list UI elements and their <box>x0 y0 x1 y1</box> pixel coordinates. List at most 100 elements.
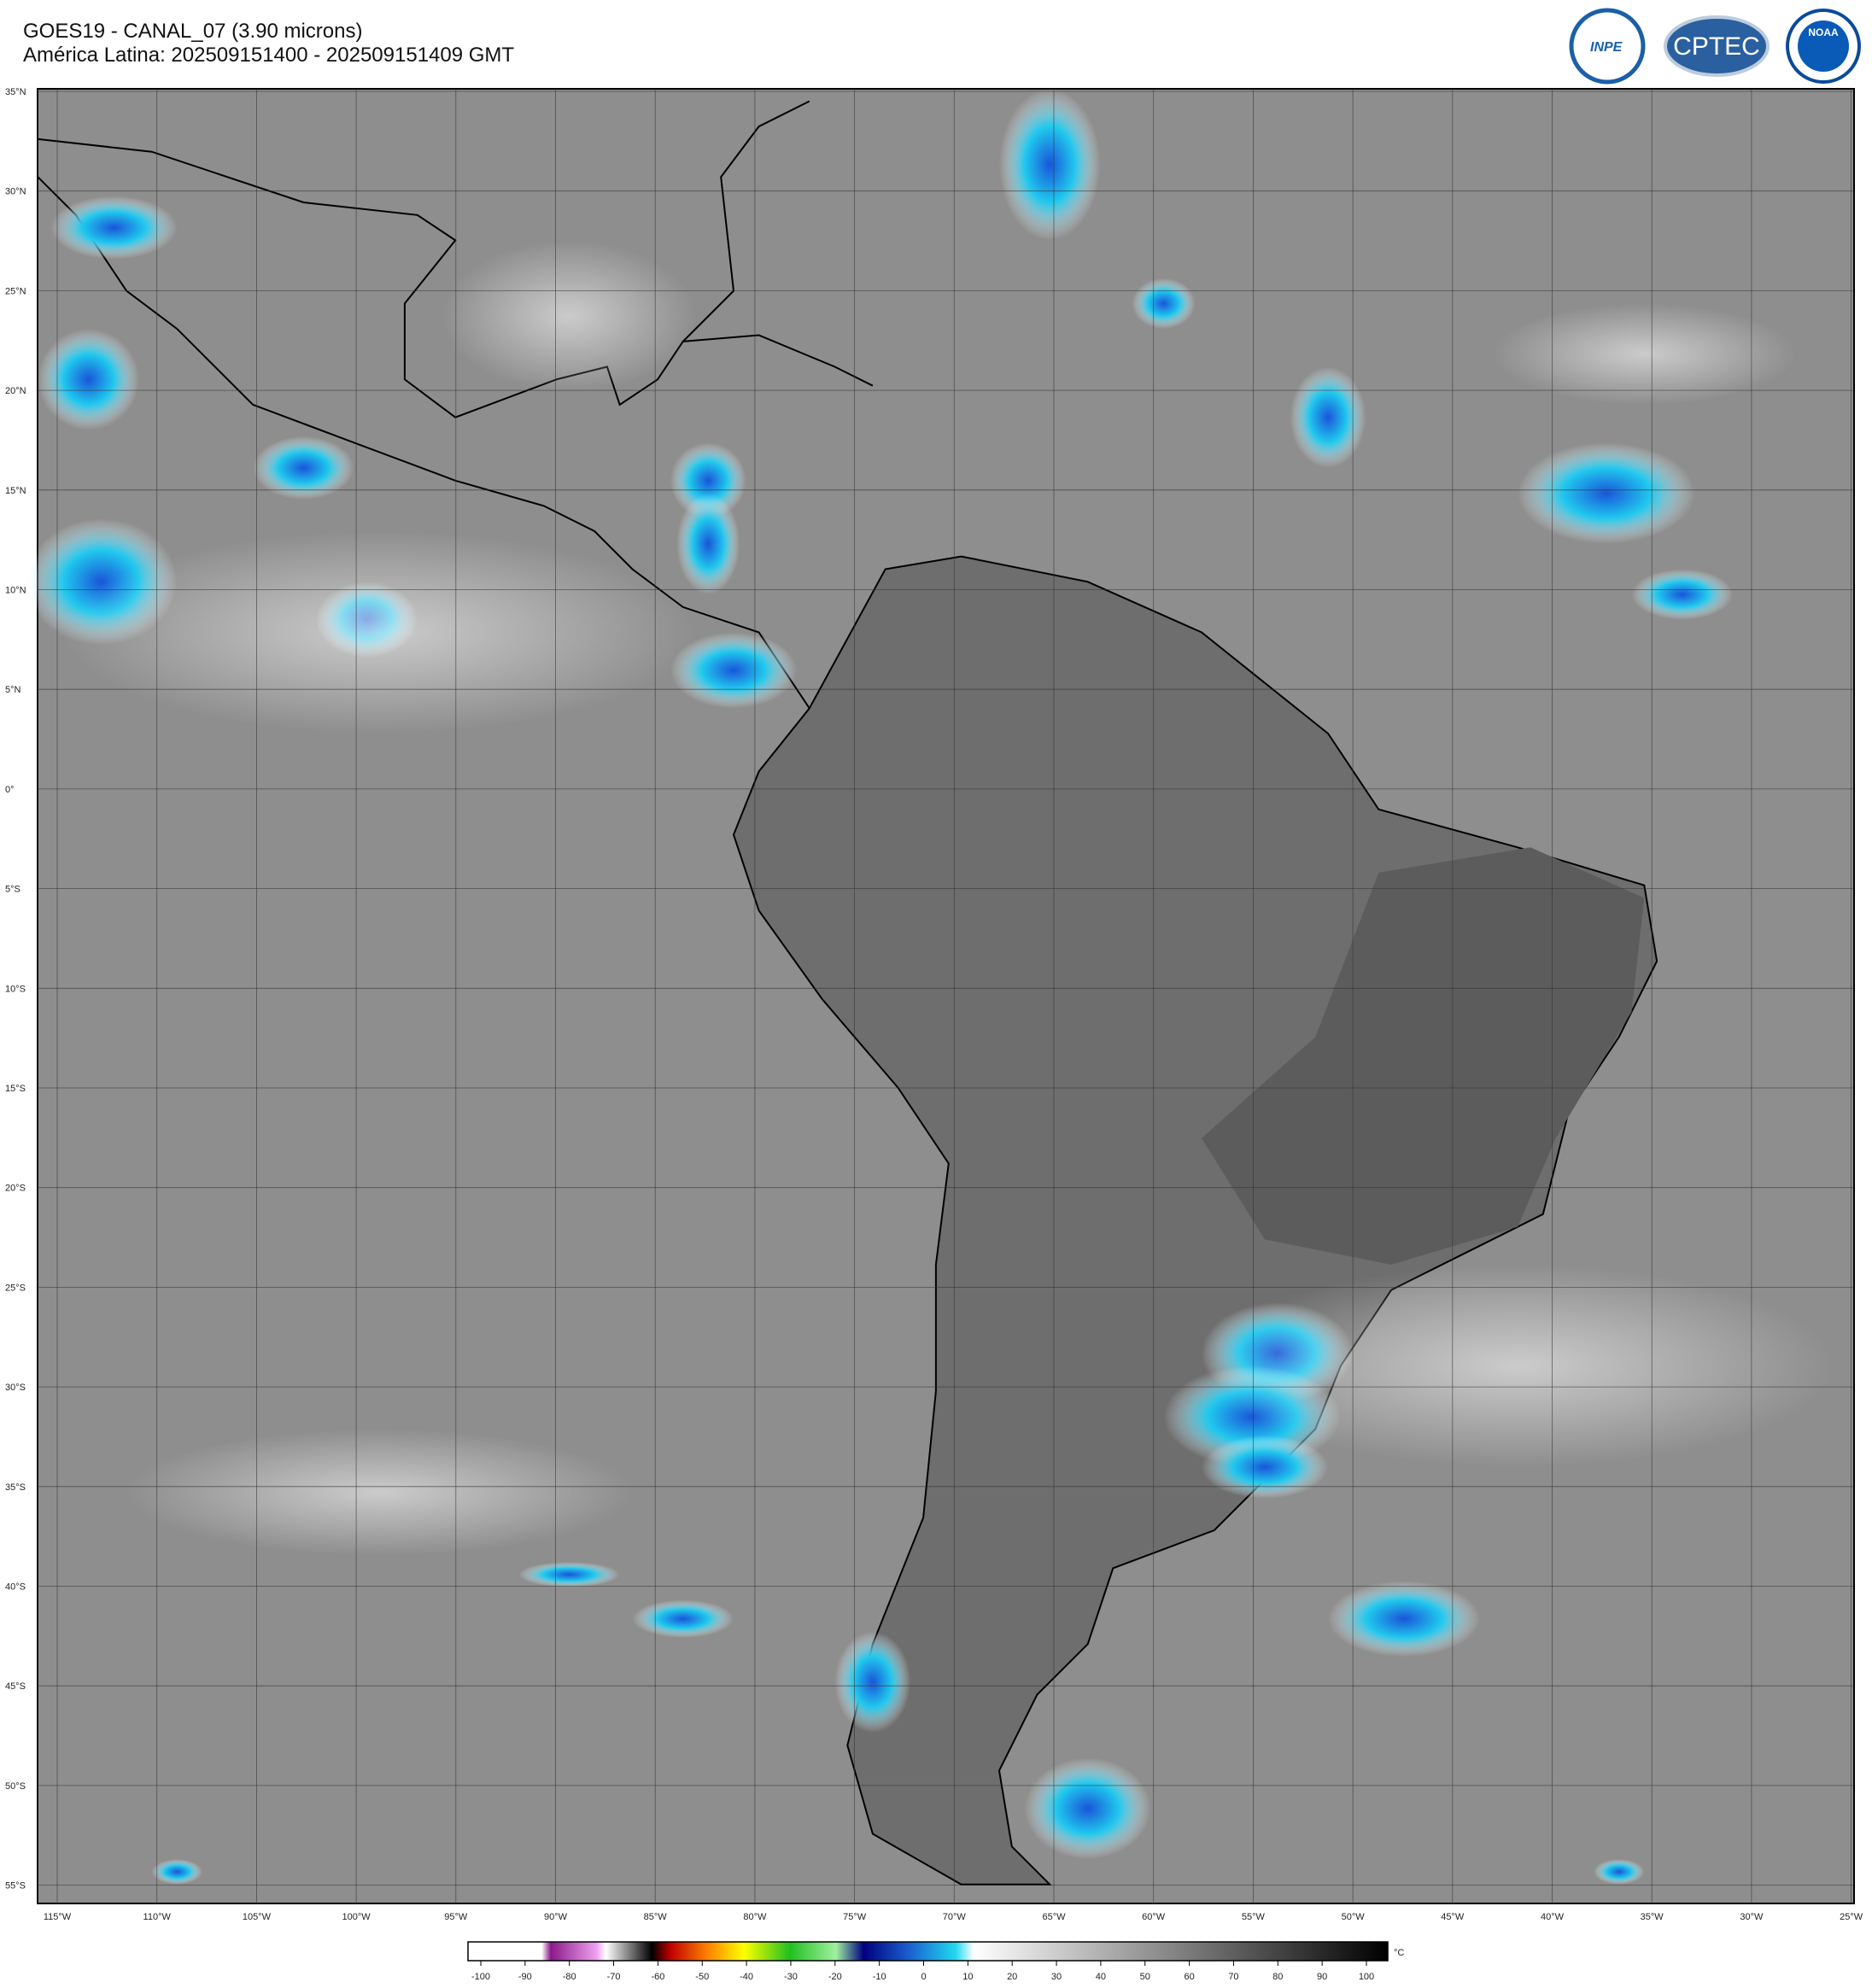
longitude-label: 40°W <box>1541 1912 1565 1922</box>
latitude-label: 10°S <box>5 984 26 994</box>
logo-text: CPTEC <box>1673 32 1760 61</box>
latitude-label: 40°S <box>5 1582 26 1593</box>
longitude-label: 95°W <box>444 1912 468 1922</box>
latitude-label: 35°S <box>5 1482 26 1493</box>
low-cloud <box>442 240 696 393</box>
longitude-label: 85°W <box>644 1912 668 1922</box>
latitude-label: 5°N <box>5 685 21 695</box>
colorbar-tick-label: 30 <box>1051 1972 1062 1982</box>
colorbar-tick-label: 20 <box>1007 1972 1017 1982</box>
colorbar-tick-label: 90 <box>1317 1972 1327 1982</box>
cloud-top <box>670 442 746 519</box>
longitude-label: 115°W <box>44 1912 72 1922</box>
colorbar-tick-label: -40 <box>740 1972 753 1982</box>
colorbar-tick-label: -10 <box>873 1972 886 1982</box>
cloud-top <box>1024 1757 1151 1860</box>
longitude-label: 75°W <box>843 1912 867 1922</box>
latitude-label: 50°S <box>5 1781 26 1792</box>
colorbar-tick-label: 80 <box>1272 1972 1283 1982</box>
colorbar-tick-label: 70 <box>1228 1972 1238 1982</box>
noaa-logo-inner <box>1798 20 1849 72</box>
longitude-label: 30°W <box>1740 1912 1764 1922</box>
clouds <box>25 88 1834 1885</box>
latitude-label: 30°S <box>5 1383 26 1393</box>
cloud-top <box>151 1859 202 1885</box>
longitude-label: 65°W <box>1042 1912 1066 1922</box>
latitude-label: 15°N <box>5 486 26 496</box>
colorbar-scale <box>467 1941 1389 1962</box>
colorbar-tick-label: -100 <box>471 1972 490 1982</box>
latitude-label: 45°S <box>5 1681 26 1692</box>
cloud-top <box>1132 278 1196 330</box>
longitude-label: 50°W <box>1342 1912 1366 1922</box>
colorbar-tick-label: 0 <box>921 1972 926 1982</box>
logos: INPE CPTEC NOAA <box>1569 8 1861 85</box>
longitude-label: 100°W <box>342 1912 371 1922</box>
colorbar-tick-label: -20 <box>828 1972 842 1982</box>
brazil-interior <box>1202 847 1645 1265</box>
latitude-label: 10°N <box>5 586 26 596</box>
cloud-top <box>1631 569 1733 620</box>
colorbar-tick-label: 40 <box>1096 1972 1106 1982</box>
colorbar-tick-label: 100 <box>1359 1972 1374 1982</box>
latitude-label: 25°N <box>5 286 26 296</box>
colorbar-tick-label: -80 <box>563 1972 576 1982</box>
cloud-top <box>38 329 139 430</box>
longitude-label: 55°W <box>1242 1912 1266 1922</box>
cloud-top <box>50 196 178 260</box>
latitude-label: 20°N <box>5 386 26 396</box>
logo-text: NOAA <box>1808 26 1839 38</box>
latitude-label: 25°S <box>5 1283 26 1293</box>
colorbar-unit: °C <box>1394 1948 1404 1958</box>
low-cloud <box>126 1429 633 1556</box>
longitude-label: 110°W <box>143 1912 172 1922</box>
cloud-top <box>1328 1581 1480 1658</box>
colorbar-tick-label: -90 <box>518 1972 532 1982</box>
latitude-label: 55°S <box>5 1881 26 1892</box>
cloud-top <box>632 1599 734 1638</box>
colorbar-tick-label: 60 <box>1184 1972 1194 1982</box>
low-cloud <box>1201 1265 1834 1467</box>
latitude-label: 0° <box>5 785 15 795</box>
cptec-logo <box>1664 15 1770 77</box>
colorbar-tick-label: 10 <box>962 1972 973 1982</box>
cloud-top <box>1518 442 1695 544</box>
longitude-label: 80°W <box>743 1912 767 1922</box>
longitude-label: 60°W <box>1142 1912 1166 1922</box>
title-line-2: América Latina: 202509151400 - 202509151… <box>23 44 514 67</box>
latitude-label: 5°S <box>5 885 20 895</box>
coastline <box>682 334 874 387</box>
longitude-label: 35°W <box>1641 1912 1664 1922</box>
cloud-top <box>1290 366 1366 468</box>
latitude-label: 15°S <box>5 1084 26 1094</box>
inpe-logo <box>1569 8 1646 85</box>
latitude-label: 20°S <box>5 1184 26 1194</box>
cloud-top <box>1201 1435 1329 1499</box>
cloud-top <box>834 1631 911 1733</box>
colorbar-tick-label: 50 <box>1140 1972 1150 1982</box>
longitude-label: 45°W <box>1441 1912 1465 1922</box>
colorbar-tick-label: -30 <box>784 1972 798 1982</box>
title-line-1: GOES19 - CANAL_07 (3.90 microns) <box>23 20 363 43</box>
cloud-top <box>253 436 354 500</box>
latitude-label: 30°N <box>5 187 26 197</box>
cloud-top <box>676 493 740 595</box>
colorbar-tick-label: -70 <box>607 1972 621 1982</box>
low-cloud <box>1492 303 1797 405</box>
cloud-top <box>998 88 1101 241</box>
colorbar: -100 -90 -80 -70 -60 -50 -40 -30 -20 -10 0 10 20 30 40… <box>467 1941 1404 1982</box>
longitude-label: 90°W <box>544 1912 568 1922</box>
colorbar-tick-label: -60 <box>651 1972 664 1982</box>
longitude-label: 25°W <box>1840 1912 1863 1922</box>
longitude-label: 70°W <box>943 1912 967 1922</box>
graticule: 35°N 30°N 25°N 20°N 15°N 10°N 5°N 0° 5°S 10°S 15°S… <box>5 87 1863 1922</box>
colorbar-tick-label: -50 <box>695 1972 709 1982</box>
latitude-label: 35°N <box>5 87 26 97</box>
cloud-top <box>1594 1859 1645 1885</box>
cloud-top <box>518 1562 620 1587</box>
longitude-label: 105°W <box>243 1912 272 1922</box>
logo-text: INPE <box>1590 40 1623 55</box>
low-cloud <box>63 531 696 734</box>
